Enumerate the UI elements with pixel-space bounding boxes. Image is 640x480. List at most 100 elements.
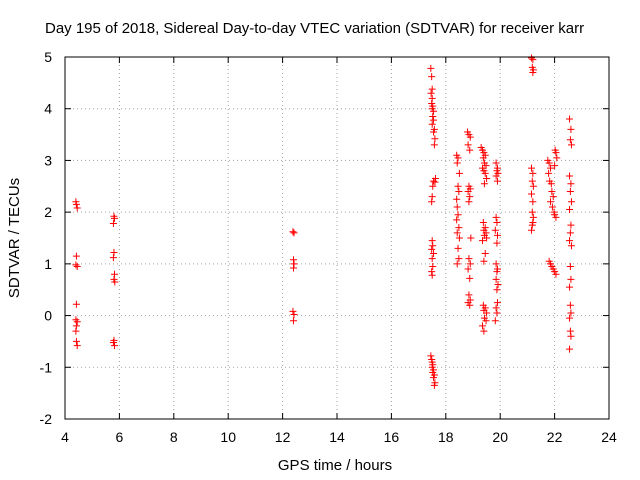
data-point [481,169,489,177]
data-point [529,198,537,206]
data-point [72,252,80,260]
data-point [493,268,501,276]
data-point [290,260,298,268]
data-point [428,198,436,206]
x-tick-label: 24 [601,429,617,445]
data-point [545,169,553,177]
data-point [111,278,119,286]
data-point [428,271,436,279]
x-axis-label: GPS time / hours [278,457,392,474]
data-point [465,198,473,206]
data-point [527,164,535,172]
data-point [494,281,502,289]
x-tick-label: 8 [170,429,178,445]
data-point [289,307,297,315]
data-point [492,275,500,283]
data-point [428,237,436,245]
data-point [553,154,561,162]
x-tick-label: 6 [116,429,124,445]
data-point [566,172,574,180]
y-tick-label: -2 [40,411,53,427]
data-point [73,318,81,326]
data-point [479,237,487,245]
data-point [72,200,80,208]
data-point [567,198,575,206]
data-point [73,262,81,270]
data-point [483,234,491,242]
data-point [430,116,438,124]
data-point [567,242,575,250]
data-point [110,248,118,256]
data-point [111,270,119,278]
data-point [430,141,438,149]
data-point [566,115,574,123]
data-point [72,300,80,308]
x-tick-label: 10 [220,429,236,445]
data-point [547,198,555,206]
data-point [466,260,474,268]
data-point [109,220,117,228]
y-tick-label: -1 [40,359,53,375]
data-point [566,206,574,214]
gridlines [65,57,609,419]
data-point [552,149,560,157]
data-point [480,257,488,265]
data-point [467,234,475,242]
data-point [453,229,461,237]
data-point [464,265,472,273]
data-point [428,85,436,93]
data-point [483,175,491,183]
data-point [464,187,472,195]
data-point [528,177,536,185]
data-point [493,239,501,247]
data-point [466,193,474,201]
data-point [493,286,501,294]
data-point [566,229,574,237]
x-tick-label: 12 [275,429,291,445]
data-point [466,133,474,141]
data-point [566,327,574,335]
data-point [431,178,439,186]
data-point [453,159,461,167]
data-point [428,255,436,263]
data-point [552,270,560,278]
data-point [492,260,500,268]
data-point [428,94,436,102]
data-point [493,231,501,239]
data-point [427,352,435,360]
data-point [427,89,435,97]
data-point [493,309,501,317]
data-point [492,159,500,167]
data-point [482,162,490,170]
data-point [290,229,298,237]
data-point [109,254,117,262]
data-point [481,250,489,258]
data-point [527,54,535,62]
data-point [551,162,559,170]
data-point [493,299,501,307]
y-tick-label: 5 [44,49,52,65]
y-tick-label: 1 [44,256,52,272]
data-point [72,261,80,269]
data-point [453,203,461,211]
data-point [428,268,436,276]
data-point [566,187,574,195]
data-point [527,226,535,234]
data-point [567,309,575,317]
data-point [428,120,436,128]
data-point [455,255,463,263]
data-point [548,203,556,211]
x-tick-label: 14 [329,429,345,445]
data-point [567,221,575,229]
data-point [479,218,487,226]
data-point [545,159,553,167]
data-point [289,264,297,272]
data-point [552,213,560,221]
data-point [547,180,555,188]
data-point [464,141,472,149]
data-point [566,345,574,353]
data-point [529,169,537,177]
